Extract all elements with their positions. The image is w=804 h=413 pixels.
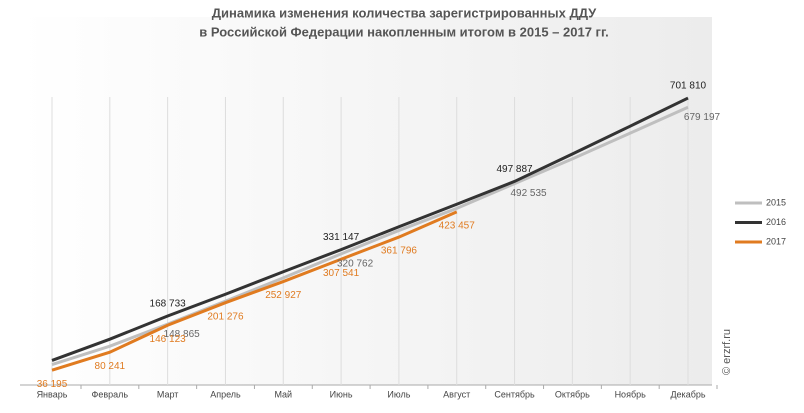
x-tick-label: Июль [387,389,410,399]
data-label: 252 927 [265,290,302,301]
data-label: 492 535 [510,188,547,199]
x-tick-label: Ноябрь [615,389,647,399]
legend-label: 2016 [766,217,786,227]
x-tick-label: Апрель [210,389,241,399]
data-label: 331 147 [323,232,360,243]
data-label: 201 276 [207,311,244,322]
legend-label: 2015 [766,197,786,207]
chart-title: в Российской Федерации накопленным итого… [199,24,608,39]
x-tick-label: Август [443,389,470,399]
data-label: 320 762 [337,258,374,269]
legend-label: 2017 [766,236,786,246]
data-label: 701 810 [670,81,707,92]
plot-area [20,17,712,385]
series-line [51,96,689,362]
x-tick-label: Май [274,389,292,399]
data-label: 80 241 [95,361,126,372]
x-tick-label: Февраль [92,389,129,399]
data-label: 497 887 [496,164,533,175]
data-label: 361 796 [381,246,418,257]
x-tick-label: Октябрь [555,389,590,399]
x-tick-label: Январь [37,389,68,399]
watermark: © erzrf.ru [721,329,733,375]
data-label: 679 197 [684,112,721,123]
data-label: 148 865 [164,329,201,340]
series-line [51,210,458,372]
data-label: 307 541 [323,268,360,279]
series-line [51,105,689,366]
chart-title: Динамика изменения количества зарегистри… [212,5,597,20]
data-label: 36 195 [37,379,68,390]
x-tick-label: Декабрь [670,389,705,399]
data-label: 168 733 [150,299,187,310]
x-tick-label: Июнь [330,389,353,399]
x-tick-label: Март [157,389,179,399]
data-label: 423 457 [439,220,476,231]
x-tick-label: Сентябрь [494,389,535,399]
data-label: 146 123 [150,334,187,345]
